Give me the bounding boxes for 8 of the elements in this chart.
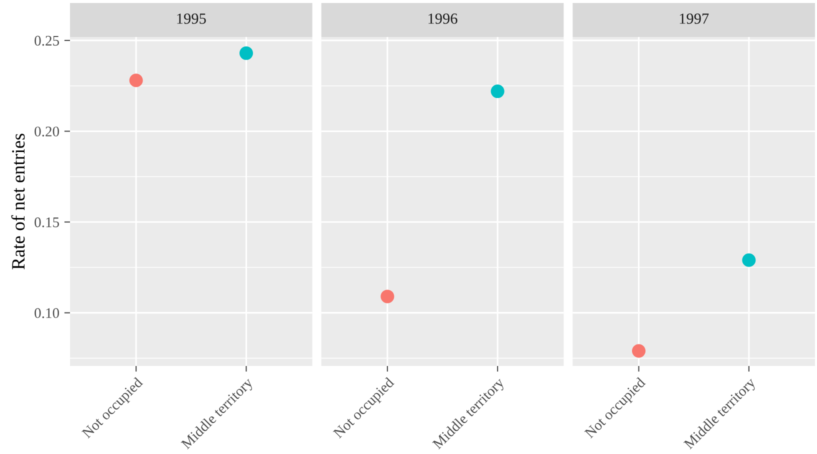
- y-tick-label: 0.10: [34, 308, 60, 318]
- y-tick-label: 0.20: [34, 126, 60, 136]
- chart-title: 1995: [177, 14, 206, 24]
- chart-title: 1997: [680, 14, 709, 24]
- y-tick-label: 0.15: [34, 217, 60, 228]
- y-axis-title: Rate of net entries: [11, 134, 25, 270]
- y-tick-label: 0.25: [34, 36, 60, 46]
- chart-title: 1996: [428, 14, 458, 24]
